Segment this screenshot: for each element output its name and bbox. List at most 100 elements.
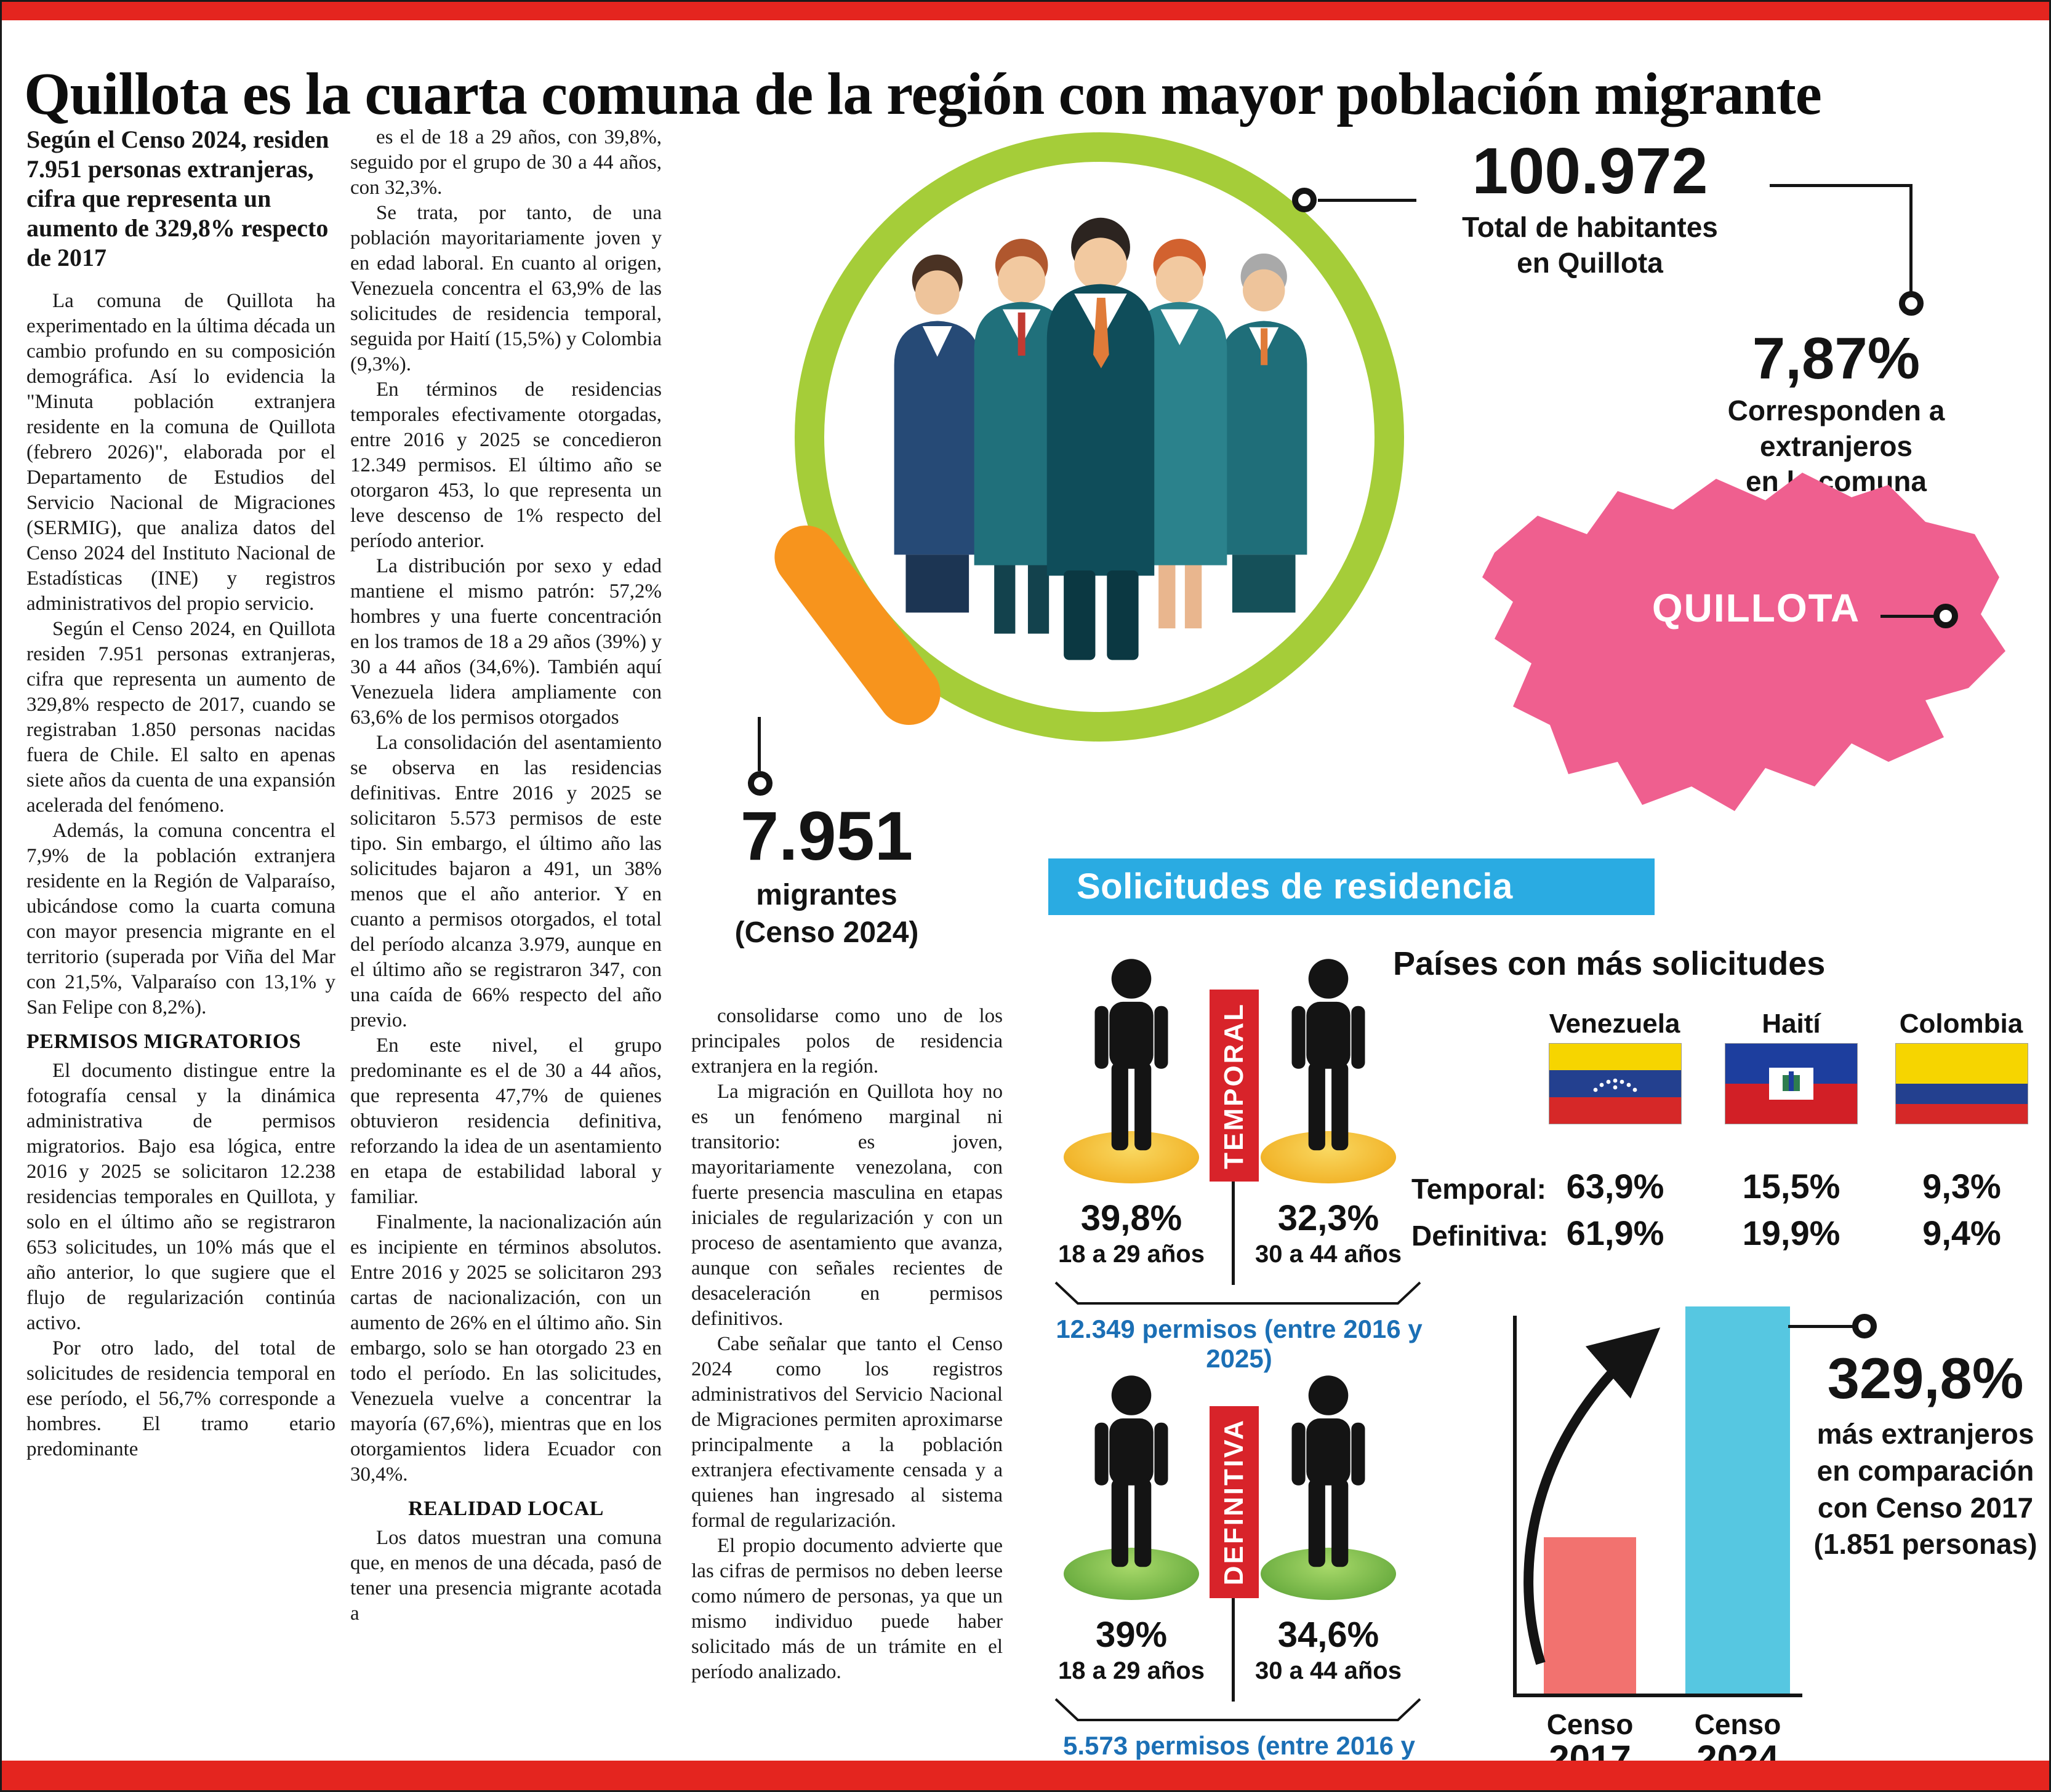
paises-title: Países con más solicitudes [1393, 945, 1826, 982]
censo-callout: 329,8% más extranjeros en comparación co… [1802, 1350, 2049, 1563]
row-label-definitiva: Definitiva: [1411, 1220, 1549, 1252]
definitiva-pct-18-29: 39% [1095, 1615, 1168, 1655]
article-paragraph: Por otro lado, del total de solicitudes … [26, 1337, 335, 1460]
country-label-venezuela: Venezuela [1549, 1009, 1680, 1039]
article-paragraph: La comuna de Quillota ha experimentado e… [26, 290, 335, 615]
article-paragraph: Los datos muestran una comuna que, en me… [350, 1527, 662, 1625]
bottom-red-bar [2, 1761, 2049, 1790]
article-paragraph: El documento distingue entre la fotograf… [26, 1060, 335, 1334]
temporal-age-30-44: 30 a 44 años [1255, 1241, 1402, 1268]
definitiva-tag: DEFINITIVA [1210, 1406, 1259, 1598]
colombia-flag-icon [1895, 1042, 2029, 1125]
article-paragraph: es el de 18 a 29 años, con 39,8%, seguid… [350, 126, 662, 199]
article-paragraph: En términos de residencias temporales ef… [350, 378, 662, 552]
venezuela-flag-icon [1548, 1042, 1682, 1125]
article-paragraph: Finalmente, la nacionalización aún es in… [350, 1211, 662, 1486]
habitantes-value: 100.972 [1472, 135, 1708, 207]
person-icon [1094, 959, 1168, 1151]
chart-x-axis [1513, 1694, 1802, 1697]
ring-marker-habitantes [1292, 188, 1317, 212]
article-column-1: Según el Censo 2024, residen 7.951 perso… [26, 125, 335, 1462]
article-lead: Según el Censo 2024, residen 7.951 perso… [26, 126, 329, 271]
temporal-pct-18-29: 39,8% [1080, 1198, 1182, 1238]
person-icon [1291, 1375, 1365, 1567]
temporal-caption: 12.349 permisos (entre 2016 y 2025) [1056, 1314, 1423, 1373]
article-paragraph: La migración en Quillota hoy no es un fe… [691, 1081, 1003, 1330]
connector-line-extranjeros-v [1909, 184, 1913, 292]
definitiva-colombia-value: 9,4% [1922, 1214, 2001, 1252]
article-paragraph: Cabe señalar que tanto el Censo 2024 com… [691, 1333, 1003, 1532]
article-paragraph: Además, la comuna concentra el 7,9% de l… [26, 820, 335, 1018]
map-label: QUILLOTA [1652, 586, 1861, 630]
migrantes-label: migrantes [756, 879, 897, 911]
definitiva-pct-30-44: 34,6% [1277, 1615, 1379, 1655]
temporal-pct-30-44: 32,3% [1277, 1198, 1379, 1238]
row-label-temporal: Temporal: [1411, 1173, 1546, 1205]
residencia-banner: Solicitudes de residencia [1048, 858, 1655, 915]
connector-line-censo [1788, 1325, 1853, 1328]
article-column-2: es el de 18 a 29 años, con 39,8%, seguid… [350, 125, 662, 1626]
habitantes-label: Total de habitantes en Quillota [1462, 211, 1718, 279]
quillota-map [1455, 442, 2027, 836]
extranjeros-value: 7,87% [1752, 326, 1921, 391]
article-column-3: consolidarse como uno de los principales… [691, 1004, 1003, 1685]
temporal-colombia-value: 9,3% [1922, 1167, 2001, 1206]
temporal-age-18-29: 18 a 29 años [1058, 1241, 1205, 1268]
definitiva-group: DEFINITIVA 39% 34,6% 18 a 29 años 30 a 4… [1042, 1369, 1436, 1790]
definitiva-age-18-29: 18 a 29 años [1058, 1657, 1205, 1684]
bar-label-censo-1: Censo [1546, 1708, 1634, 1740]
connector-line-map [1880, 615, 1936, 618]
section-heading-permisos: PERMISOS MIGRATORIOS [26, 1030, 302, 1053]
temporal-tag: TEMPORAL [1210, 990, 1259, 1182]
bar-censo-2017 [1544, 1537, 1636, 1694]
yellow-base-disc [1261, 1131, 1396, 1183]
growth-arrow-icon [1516, 1306, 1701, 1682]
temporal-haiti-value: 15,5% [1742, 1167, 1840, 1206]
article-paragraph: En este nivel, el grupo predominante es … [350, 1034, 662, 1208]
article-paragraph: El propio documento advierte que las cif… [691, 1535, 1003, 1683]
chart-y-axis [1513, 1316, 1517, 1697]
crowd-illustration-svg [894, 217, 1307, 660]
censo-callout-text: más extranjeros en comparación con Censo… [1813, 1418, 2037, 1561]
connector-line-extranjeros-h [1770, 184, 1913, 187]
definitiva-age-30-44: 30 a 44 años [1255, 1657, 1402, 1684]
country-label-colombia: Colombia [1899, 1009, 2023, 1039]
temporal-group: TEMPORAL 39,8% 32,3% 18 a 29 años 30 a 4… [1042, 953, 1436, 1373]
person-icon [1094, 1375, 1168, 1567]
article-paragraph: La consolidación del asentamiento se obs… [350, 732, 662, 1031]
migrantes-value: 7.951 [740, 798, 913, 874]
article-paragraph: La distribución por sexo y edad mantiene… [350, 555, 662, 729]
divider-line [1232, 1182, 1235, 1285]
ring-marker-map [1933, 604, 1958, 628]
migrants-crowd-illustration [864, 185, 1338, 671]
bar-label-censo-2: Censo [1694, 1708, 1781, 1740]
person-icon [1291, 959, 1365, 1151]
bar-censo-2024 [1685, 1306, 1790, 1694]
quillota-map-svg [1482, 473, 2005, 811]
haiti-flag-icon [1724, 1042, 1858, 1125]
yellow-base-disc [1064, 1131, 1199, 1183]
migrantes-sublabel: (Censo 2024) [734, 916, 919, 949]
bracket-line [1054, 1698, 1421, 1721]
country-label-haiti: Haití [1762, 1009, 1821, 1039]
top-red-bar [2, 2, 2049, 20]
article-paragraph: Se trata, por tanto, de una población ma… [350, 202, 662, 375]
section-heading-realidad: REALIDAD LOCAL [408, 1497, 604, 1520]
migrantes-callout: 7.951 migrantes (Censo 2024) [704, 802, 950, 950]
censo-callout-value: 329,8% [1827, 1346, 2024, 1410]
habitantes-callout: 100.972 Total de habitantes en Quillota [1411, 138, 1768, 281]
divider-line [1232, 1598, 1235, 1702]
connector-line-migrantes [758, 717, 761, 771]
green-base-disc [1261, 1548, 1396, 1600]
bracket-line [1054, 1281, 1421, 1305]
article-paragraph: consolidarse como uno de los principales… [691, 1005, 1003, 1078]
green-base-disc [1064, 1548, 1199, 1600]
article-paragraph: Según el Censo 2024, en Quillota residen… [26, 618, 335, 817]
definitiva-haiti-value: 19,9% [1742, 1214, 1840, 1252]
ring-marker-extranjeros [1899, 291, 1924, 316]
ring-marker-censo [1852, 1314, 1877, 1338]
ring-marker-migrantes [748, 771, 773, 796]
connector-line-habitantes [1318, 199, 1416, 202]
definitiva-venezuela-value: 61,9% [1566, 1214, 1664, 1252]
